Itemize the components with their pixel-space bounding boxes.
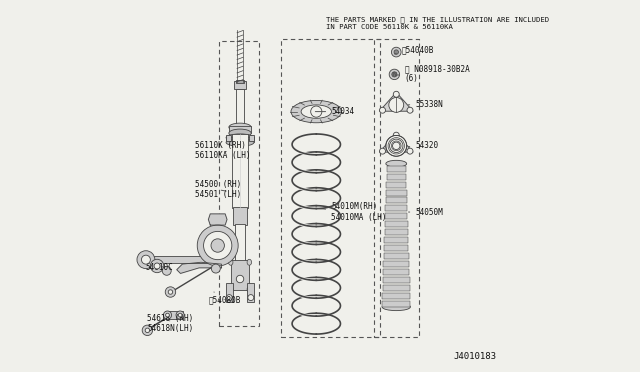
Bar [385, 214, 408, 219]
Circle shape [166, 313, 170, 317]
Bar [235, 224, 245, 262]
Bar [164, 311, 183, 319]
Ellipse shape [229, 123, 251, 131]
Polygon shape [380, 133, 413, 152]
Text: ※54080B: ※54080B [209, 292, 241, 304]
Circle shape [154, 263, 160, 269]
Bar [385, 205, 407, 211]
Ellipse shape [382, 303, 410, 311]
Bar [248, 283, 254, 302]
Circle shape [227, 295, 232, 301]
Circle shape [142, 325, 152, 336]
Circle shape [179, 313, 182, 317]
Text: THE PARTS MARKED ※ IN THE ILLUSTRATION ARE INCLUDED
IN PART CODE 56110K & 56110K: THE PARTS MARKED ※ IN THE ILLUSTRATION A… [326, 17, 548, 31]
Text: 56110K (RH)
56110KA (LH): 56110K (RH) 56110KA (LH) [195, 141, 251, 160]
Circle shape [137, 251, 155, 269]
Bar [385, 237, 408, 243]
Text: 54050M: 54050M [408, 208, 443, 217]
Circle shape [389, 97, 404, 112]
Bar [386, 198, 407, 203]
Bar [249, 135, 254, 141]
Bar [234, 81, 246, 89]
Bar [383, 261, 409, 267]
Bar [232, 207, 248, 225]
Ellipse shape [228, 259, 233, 265]
Polygon shape [177, 262, 221, 273]
Text: 54034: 54034 [316, 107, 355, 116]
Bar [382, 301, 410, 307]
Bar [387, 174, 406, 180]
Bar [385, 221, 408, 227]
Ellipse shape [301, 105, 332, 118]
Circle shape [407, 107, 413, 113]
Circle shape [248, 295, 254, 301]
Text: N: N [392, 72, 396, 77]
Circle shape [163, 266, 172, 275]
Circle shape [197, 225, 238, 266]
Ellipse shape [228, 286, 233, 292]
Polygon shape [380, 92, 413, 111]
Text: 54500 (RH)
54501 (LH): 54500 (RH) 54501 (LH) [195, 180, 242, 199]
Circle shape [394, 50, 399, 54]
Circle shape [310, 106, 322, 117]
Circle shape [141, 255, 150, 264]
Bar [226, 135, 231, 141]
Circle shape [163, 311, 172, 319]
Text: ※54040B: ※54040B [394, 46, 434, 55]
Circle shape [386, 135, 406, 156]
Circle shape [165, 287, 175, 297]
Text: ※ N08918-30B2A
(6): ※ N08918-30B2A (6) [397, 64, 470, 83]
Bar [384, 253, 409, 259]
Bar [230, 260, 250, 290]
Text: J4010183: J4010183 [454, 352, 497, 361]
Ellipse shape [247, 286, 252, 292]
Text: 54010C: 54010C [145, 263, 173, 272]
Circle shape [389, 69, 399, 80]
Circle shape [176, 311, 184, 319]
Bar [384, 245, 408, 251]
Circle shape [407, 148, 413, 154]
Text: 54010M(RH)
54010MA (LH): 54010M(RH) 54010MA (LH) [319, 202, 387, 222]
Bar [383, 285, 410, 291]
Circle shape [145, 328, 150, 333]
Circle shape [392, 72, 397, 77]
Bar [383, 269, 410, 275]
Circle shape [394, 132, 399, 138]
Ellipse shape [226, 139, 254, 146]
Bar [383, 277, 410, 283]
Bar [386, 190, 406, 196]
Text: 54618 (RH)
54618N(LH): 54618 (RH) 54618N(LH) [147, 314, 193, 333]
Bar [141, 256, 216, 263]
Bar [387, 182, 406, 187]
Bar [385, 229, 408, 235]
Circle shape [204, 231, 232, 260]
Bar [236, 80, 244, 83]
Text: 55338N: 55338N [408, 100, 443, 109]
Circle shape [392, 47, 401, 57]
Circle shape [168, 290, 173, 294]
Text: 54320: 54320 [408, 141, 438, 150]
Bar [232, 134, 248, 208]
Ellipse shape [291, 100, 342, 123]
Circle shape [236, 275, 244, 283]
Ellipse shape [229, 129, 251, 137]
Ellipse shape [386, 160, 406, 167]
Bar [226, 283, 232, 302]
Circle shape [380, 148, 385, 154]
Bar [229, 126, 251, 133]
Circle shape [150, 259, 164, 273]
Circle shape [211, 239, 225, 252]
Circle shape [380, 107, 385, 113]
Bar [387, 166, 406, 171]
Ellipse shape [247, 259, 252, 265]
Circle shape [211, 264, 220, 273]
Polygon shape [209, 214, 227, 225]
Ellipse shape [226, 134, 254, 141]
Bar [226, 137, 254, 142]
Bar [382, 293, 410, 299]
Circle shape [394, 91, 399, 97]
Bar [236, 89, 244, 126]
